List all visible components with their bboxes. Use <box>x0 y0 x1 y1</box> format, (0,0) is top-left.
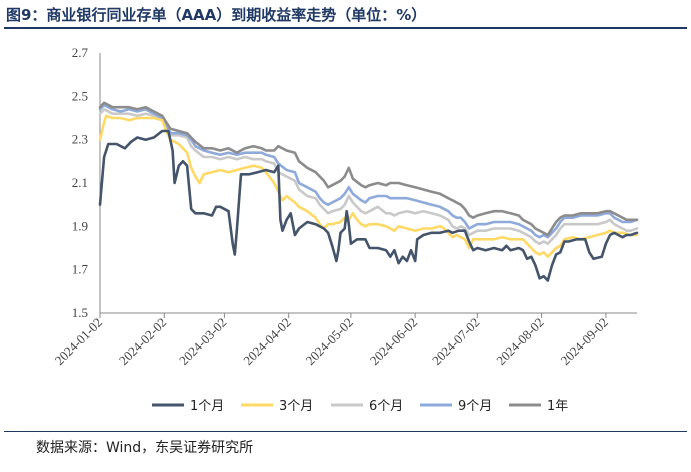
y-tick-label: 2.7 <box>72 45 89 60</box>
y-tick-label: 1.5 <box>72 305 88 320</box>
x-tick-label: 2024-04-02 <box>240 315 294 369</box>
y-tick-label: 1.9 <box>72 218 88 233</box>
series-line-2 <box>98 114 639 258</box>
legend-label: 1个月 <box>190 399 224 414</box>
series-line-5 <box>98 101 639 237</box>
source-note: 数据来源：Wind，东吴证券研究所 <box>36 440 254 456</box>
legend-label: 1年 <box>547 399 568 414</box>
legend-label: 3个月 <box>279 399 313 414</box>
y-tick-label: 2.5 <box>72 88 88 103</box>
x-tick-label: 2024-01-02 <box>52 315 106 369</box>
chart-series <box>98 101 639 282</box>
x-tick-label: 2024-03-02 <box>176 315 230 369</box>
x-tick-label: 2024-08-02 <box>493 315 547 369</box>
x-tick-label: 2024-05-02 <box>302 315 356 369</box>
x-tick-label: 2024-02-02 <box>116 315 170 369</box>
source-rule <box>4 431 687 432</box>
legend-label: 6个月 <box>369 399 403 414</box>
x-tick-label: 2024-07-02 <box>429 315 483 369</box>
series-line-3 <box>98 108 639 245</box>
legend-label: 9个月 <box>458 399 492 414</box>
series-line-1 <box>98 129 639 282</box>
y-tick-label: 1.7 <box>72 262 89 277</box>
title-rule <box>4 27 687 29</box>
x-tick-label: 2024-06-02 <box>367 315 421 369</box>
chart-legend: 1个月 3个月 6个月 9个月 1年 <box>152 399 568 414</box>
figure-title: 图9：商业银行同业存单（AAA）到期收益率走势（单位：%） <box>6 6 427 24</box>
y-tick-label: 2.1 <box>72 175 88 190</box>
x-tick-label: 2024-09-02 <box>558 315 612 369</box>
series-line-4 <box>98 103 639 239</box>
y-tick-label: 2.3 <box>72 132 88 147</box>
